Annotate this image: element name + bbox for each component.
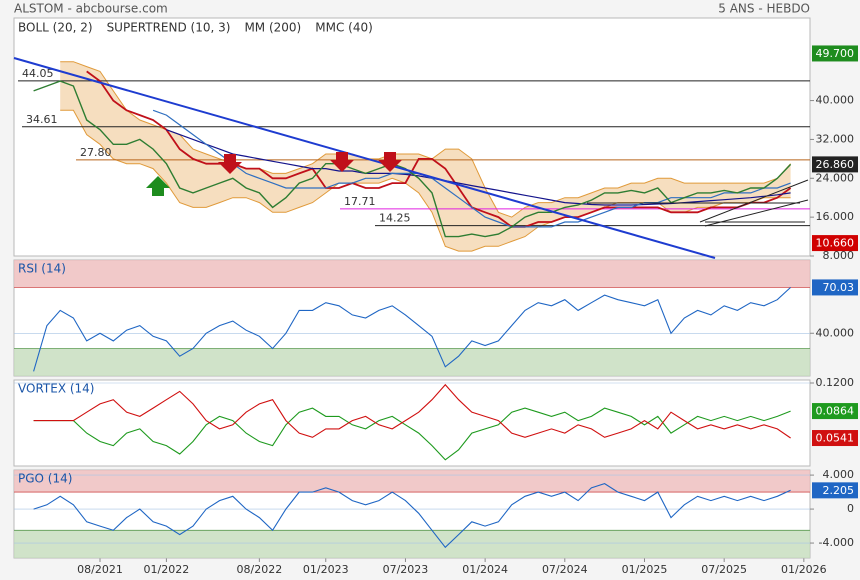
y-tick-label: 16.000: [816, 210, 855, 223]
price-box-label: 26.860: [816, 158, 855, 171]
chart-title: ALSTOM - abcbourse.com: [14, 2, 168, 16]
overlay-line: [86, 70, 792, 228]
plot-area: 8.000 16.000 24.000 32.000 40.000 44.05 34.61 2…: [13, 17, 858, 576]
panel-title: RSI (14): [18, 262, 66, 276]
overbought-band: [14, 470, 810, 493]
buy-arrow: [146, 176, 170, 196]
y-tick-label: 4.000: [823, 468, 855, 481]
x-tick-label: 08/2021: [77, 563, 123, 576]
value-box: [812, 430, 858, 447]
chart-subtitle: 5 ANS - HEBDO: [718, 2, 810, 16]
channel-line: [699, 179, 809, 223]
annotations: [13, 57, 809, 259]
y-tick-label: 40.000: [816, 326, 855, 339]
price-box-label: 10.660: [816, 237, 855, 250]
level-label: 14.25: [379, 212, 411, 225]
oversold-band: [14, 530, 810, 558]
value-box: [812, 279, 858, 296]
price-box: [812, 45, 858, 62]
y-tick-label: 0: [847, 502, 854, 515]
y-tick-label: 0.1200: [816, 376, 855, 389]
y-tick-label: 24.000: [816, 171, 855, 184]
overbought-band: [14, 260, 810, 288]
x-tick-label: 07/2025: [701, 563, 747, 576]
value-box: [812, 403, 858, 420]
indicator-line: [33, 383, 791, 439]
level-label: 17.71: [344, 195, 376, 208]
y-tick-label: 40.000: [816, 94, 855, 107]
x-tick-label: 01/2026: [781, 563, 827, 576]
panel-title: VORTEX (14): [18, 382, 95, 396]
sell-arrow: [330, 152, 354, 172]
legend-entry: BOLL (20, 2): [18, 21, 93, 35]
price-box: [812, 156, 858, 173]
y-tick-label: -4.000: [819, 536, 854, 549]
level-label: 27.80: [80, 146, 112, 159]
indicator-line: [33, 407, 791, 461]
overlay-line: [166, 129, 791, 206]
price-box-label: 49.700: [816, 47, 855, 60]
value-box-label: 0.0541: [816, 432, 855, 445]
indicator-line: [33, 482, 791, 549]
x-tick-label: 01/2025: [622, 563, 668, 576]
x-tick-label: 08/2022: [237, 563, 283, 576]
bollinger-band: [60, 61, 791, 252]
price-box: [812, 235, 858, 252]
y-tick-label: 32.000: [816, 132, 855, 145]
legend-entry: MMC (40): [315, 21, 373, 35]
value-box: [812, 482, 858, 499]
x-tick-label: 01/2024: [462, 563, 508, 576]
x-tick-label: 01/2022: [144, 563, 190, 576]
level-label: 34.61: [26, 113, 58, 126]
oversold-band: [14, 348, 810, 376]
legend-entry: MM (200): [244, 21, 301, 35]
sell-arrow: [378, 152, 402, 172]
panel: [13, 379, 811, 467]
trendline: [13, 57, 716, 259]
value-box-label: 70.03: [823, 281, 855, 294]
value-box-label: 2.205: [823, 484, 855, 497]
level-label: 44.05: [22, 67, 54, 80]
sell-arrow: [218, 154, 242, 174]
x-tick-label: 01/2023: [303, 563, 349, 576]
x-tick-label: 07/2023: [383, 563, 429, 576]
bollinger-upper: [60, 61, 791, 218]
price-line: [33, 80, 792, 238]
x-tick-label: 07/2024: [542, 563, 588, 576]
panel-title: PGO (14): [18, 472, 72, 486]
legend-entry: SUPERTREND (10, 3): [107, 21, 231, 35]
y-tick-label: 8.000: [823, 249, 855, 262]
indicator-line: [33, 286, 791, 372]
value-box-label: 0.0864: [816, 405, 855, 418]
